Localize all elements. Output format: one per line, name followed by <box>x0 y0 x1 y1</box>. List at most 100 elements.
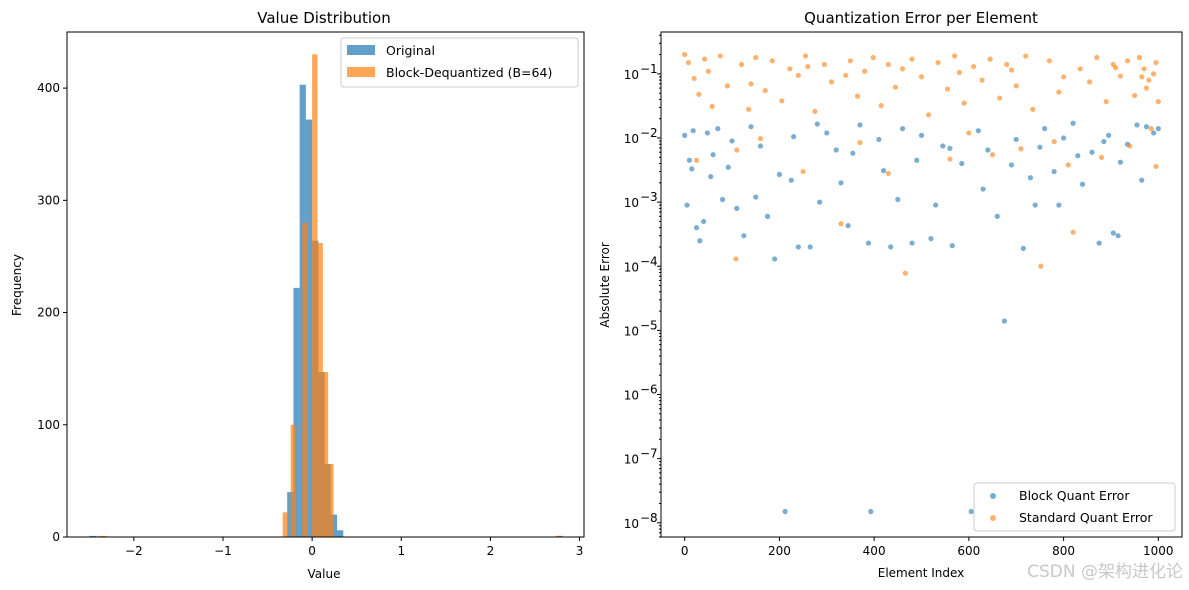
block-error-point <box>888 244 894 250</box>
block-error-point <box>933 202 939 208</box>
standard-error-point <box>805 63 811 70</box>
block-error-point <box>807 244 813 250</box>
block-error-point <box>795 244 801 250</box>
block-error-point <box>782 508 788 515</box>
scatter-title: Quantization Error per Element <box>804 9 1038 27</box>
scatter-y-tick-exponent: −1 <box>640 62 658 76</box>
scatter-x-tick-label: 200 <box>768 544 791 558</box>
block-error-point <box>895 196 901 203</box>
block-error-point <box>1032 202 1038 208</box>
standard-error-point <box>812 108 818 115</box>
standard-error-point <box>709 103 715 110</box>
standard-error-point <box>682 51 688 58</box>
legend-marker-standard-quant <box>990 515 996 521</box>
standard-error-point <box>738 61 745 68</box>
scatter-x-tick-label: 0 <box>681 544 689 558</box>
block-error-point <box>1037 144 1043 150</box>
block-error-point <box>1089 149 1095 155</box>
histogram-bar-dequantized <box>322 372 329 537</box>
standard-error-point <box>746 106 752 112</box>
standard-error-point <box>1051 138 1057 145</box>
standard-error-point <box>821 61 828 68</box>
block-error-point <box>1056 202 1062 208</box>
scatter-y-tick-exponent: −7 <box>640 447 658 461</box>
block-error-point <box>734 205 740 211</box>
standard-error-point <box>748 81 754 87</box>
scatter-y-ticks: 10−810−710−610−510−410−310−210−1 <box>624 34 661 538</box>
standard-error-point <box>691 75 697 82</box>
histogram-x-tick-label: 1 <box>397 544 405 558</box>
scatter-y-tick-label: 10 <box>624 132 639 146</box>
legend-marker-block-quant <box>990 493 996 499</box>
standard-error-point <box>696 91 702 97</box>
scatter-axes-frame <box>660 31 1183 538</box>
standard-error-point <box>947 156 953 162</box>
block-error-point <box>833 147 839 153</box>
histogram-bar-original <box>305 119 313 538</box>
histogram-bar-original <box>330 514 338 537</box>
block-error-point <box>994 213 1000 219</box>
scatter-y-tick-exponent: −8 <box>640 511 658 525</box>
histogram-bar-dequantized <box>555 535 562 537</box>
histogram-bar-dequantized <box>98 535 108 537</box>
block-error-point <box>697 238 703 244</box>
standard-error-point <box>1060 74 1067 80</box>
block-error-point <box>715 126 721 132</box>
block-error-point <box>1143 124 1150 130</box>
standard-error-point <box>757 135 764 142</box>
scatter-y-tick-label: 10 <box>624 68 639 82</box>
block-error-point <box>838 180 844 186</box>
block-error-point <box>975 128 981 134</box>
block-error-point <box>1096 240 1102 246</box>
scatter-y-tick-label: 10 <box>624 517 639 531</box>
standard-error-point <box>838 221 844 227</box>
block-error-point <box>1105 132 1112 138</box>
standard-error-point <box>1155 98 1161 105</box>
block-error-point <box>1134 122 1140 128</box>
standard-error-point <box>1013 83 1019 89</box>
histogram-bar-original <box>287 492 294 537</box>
scatter-y-tick-label: 10 <box>624 389 639 403</box>
scatter-legend-frame <box>973 482 1176 532</box>
block-error-point <box>753 194 759 200</box>
scatter-x-ticks: 0 200 400 600 800 1000 <box>681 537 1174 558</box>
standard-error-point <box>800 168 806 175</box>
histogram-legend: Original Block-Dequantized (B=64) <box>340 37 579 88</box>
block-error-point <box>1013 136 1019 143</box>
standard-error-point <box>926 112 932 118</box>
histogram-y-tick-label: 400 <box>37 81 60 95</box>
block-error-point <box>1008 162 1015 168</box>
block-error-point <box>909 240 915 246</box>
block-error-point <box>1060 135 1067 141</box>
standard-error-point <box>802 53 809 59</box>
standard-error-point <box>1141 66 1147 72</box>
block-error-point <box>1042 126 1048 132</box>
standard-error-point <box>779 98 785 104</box>
block-error-point <box>764 213 771 219</box>
histogram-bar-dequantized <box>282 512 289 537</box>
standard-error-point <box>1018 146 1024 152</box>
scatter-y-tick-exponent: −6 <box>640 383 658 397</box>
block-error-point <box>918 132 925 138</box>
block-error-point <box>817 199 823 205</box>
standard-error-point <box>909 56 915 62</box>
scatter-x-tick-label: 1000 <box>1143 544 1174 558</box>
block-error-point <box>1110 230 1116 236</box>
standard-error-point <box>1150 71 1157 77</box>
block-error-point <box>940 143 946 149</box>
scatter-y-tick-exponent: −4 <box>640 254 658 268</box>
standard-error-point <box>685 59 692 66</box>
block-error-point <box>1027 175 1034 181</box>
block-error-point <box>719 196 726 203</box>
standard-error-point <box>843 72 849 78</box>
scatter-y-tick-exponent: −3 <box>640 190 658 204</box>
block-error-point <box>1075 153 1081 159</box>
standard-error-point <box>693 157 700 163</box>
standard-error-point <box>862 68 868 74</box>
standard-error-point <box>1046 58 1052 64</box>
standard-error-point <box>944 86 951 92</box>
standard-error-point <box>769 58 775 64</box>
standard-error-point <box>870 54 876 61</box>
block-error-point <box>1115 233 1121 239</box>
block-error-point <box>690 128 696 134</box>
